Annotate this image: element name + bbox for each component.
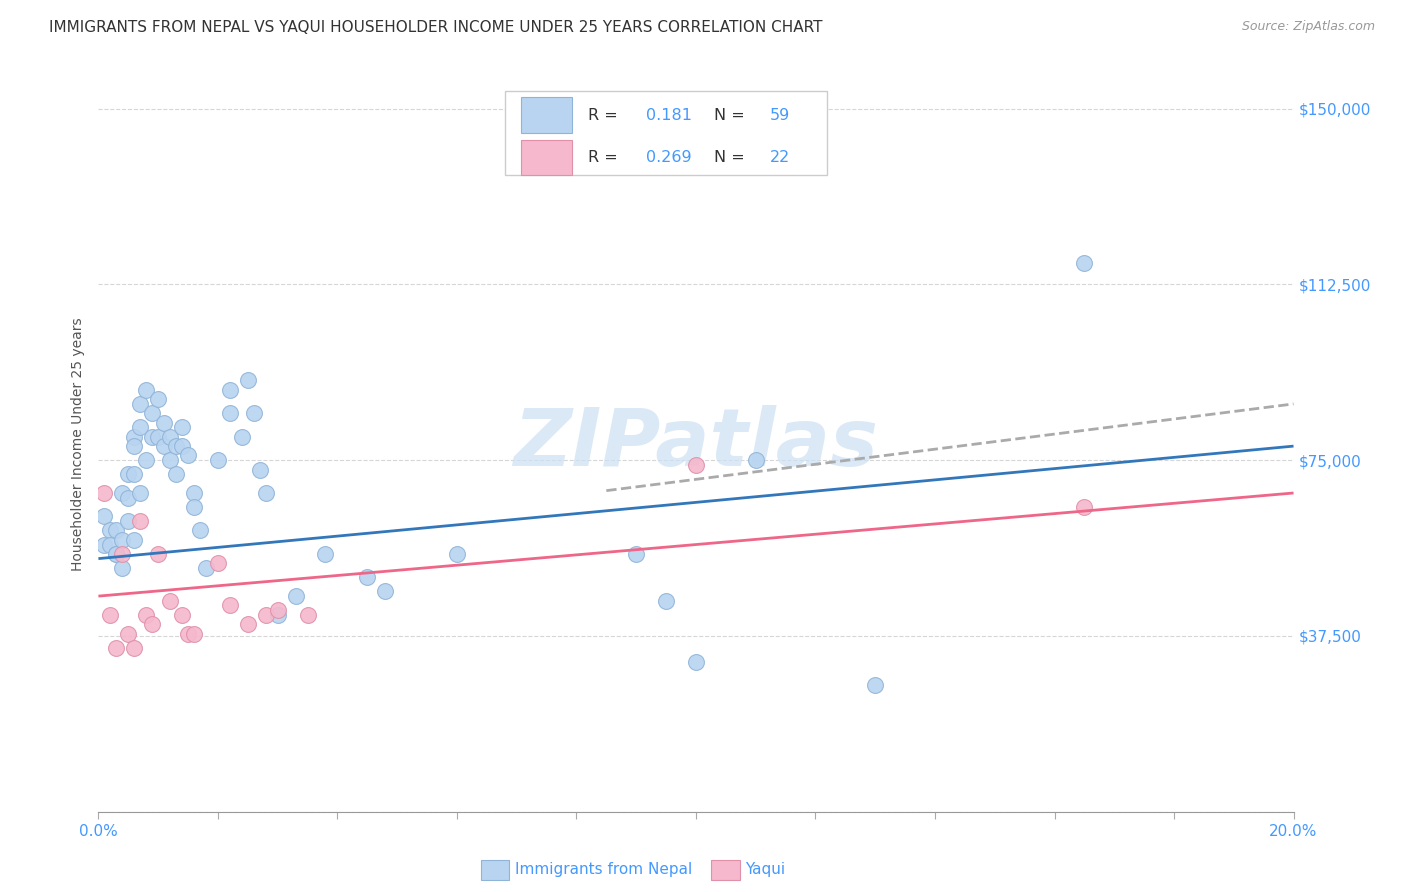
FancyBboxPatch shape <box>522 97 572 133</box>
Text: Immigrants from Nepal: Immigrants from Nepal <box>515 863 692 877</box>
Point <box>117 467 139 482</box>
Point <box>236 374 259 388</box>
Y-axis label: Householder Income Under 25 years: Householder Income Under 25 years <box>72 317 86 571</box>
Point <box>117 514 139 528</box>
Point <box>111 561 134 575</box>
Text: 0.269: 0.269 <box>645 150 692 165</box>
Point <box>249 462 271 476</box>
Point <box>315 547 337 561</box>
Point <box>148 547 170 561</box>
Point <box>626 547 648 561</box>
Text: 59: 59 <box>770 108 790 122</box>
Point <box>105 547 128 561</box>
Point <box>1073 256 1095 270</box>
Point <box>129 486 152 500</box>
Point <box>159 430 181 444</box>
Point <box>135 453 157 467</box>
Point <box>105 524 128 538</box>
Point <box>685 458 707 472</box>
Text: R =: R = <box>589 150 619 165</box>
Text: 22: 22 <box>770 150 790 165</box>
Point <box>117 491 139 505</box>
Point <box>105 640 128 655</box>
Point <box>254 486 277 500</box>
Text: IMMIGRANTS FROM NEPAL VS YAQUI HOUSEHOLDER INCOME UNDER 25 YEARS CORRELATION CHA: IMMIGRANTS FROM NEPAL VS YAQUI HOUSEHOLD… <box>49 20 823 35</box>
Point <box>111 486 134 500</box>
Point <box>267 607 290 622</box>
Point <box>177 449 200 463</box>
Point <box>236 617 259 632</box>
Point <box>129 420 152 434</box>
Point <box>165 467 187 482</box>
Point <box>188 524 211 538</box>
Point <box>98 607 122 622</box>
Point <box>219 383 242 397</box>
Point <box>124 467 146 482</box>
Point <box>141 617 163 632</box>
FancyBboxPatch shape <box>522 140 572 175</box>
Text: 0.181: 0.181 <box>645 108 692 122</box>
Point <box>93 486 115 500</box>
Text: Source: ZipAtlas.com: Source: ZipAtlas.com <box>1241 20 1375 33</box>
Point <box>165 439 187 453</box>
Point <box>374 584 396 599</box>
Point <box>172 607 194 622</box>
Point <box>135 607 157 622</box>
Point <box>135 383 157 397</box>
Point <box>177 626 200 640</box>
Point <box>111 533 134 547</box>
Text: N =: N = <box>714 150 745 165</box>
Point <box>93 509 115 524</box>
Point <box>865 678 887 692</box>
Point <box>141 430 163 444</box>
Point <box>117 626 139 640</box>
Point <box>148 392 170 407</box>
FancyBboxPatch shape <box>505 90 828 175</box>
Point <box>93 537 115 551</box>
Point <box>195 561 218 575</box>
Point <box>183 486 205 500</box>
Point <box>1073 500 1095 514</box>
Text: ZIPatlas: ZIPatlas <box>513 405 879 483</box>
Point <box>172 439 194 453</box>
Point <box>183 500 205 514</box>
Point <box>254 607 277 622</box>
Point <box>231 430 253 444</box>
Point <box>129 514 152 528</box>
Point <box>219 406 242 420</box>
Point <box>124 533 146 547</box>
Point <box>148 430 170 444</box>
Point <box>745 453 768 467</box>
Point <box>219 599 242 613</box>
Point <box>98 524 122 538</box>
Point <box>207 556 229 570</box>
Point <box>111 547 134 561</box>
Point <box>267 603 290 617</box>
Point <box>446 547 468 561</box>
Point <box>685 655 707 669</box>
Point <box>172 420 194 434</box>
Point <box>124 439 146 453</box>
Point <box>159 453 181 467</box>
Text: Yaqui: Yaqui <box>745 863 786 877</box>
Point <box>105 547 128 561</box>
Point <box>98 537 122 551</box>
Point <box>356 570 378 584</box>
Text: R =: R = <box>589 108 619 122</box>
Point <box>284 589 307 603</box>
Point <box>129 397 152 411</box>
Point <box>655 594 678 608</box>
Point <box>141 406 163 420</box>
Point <box>243 406 266 420</box>
Point <box>124 430 146 444</box>
Point <box>207 453 229 467</box>
Point <box>153 416 176 430</box>
Point <box>153 439 176 453</box>
Text: N =: N = <box>714 108 745 122</box>
Point <box>297 607 319 622</box>
Point <box>124 640 146 655</box>
Point <box>183 626 205 640</box>
Point <box>159 594 181 608</box>
